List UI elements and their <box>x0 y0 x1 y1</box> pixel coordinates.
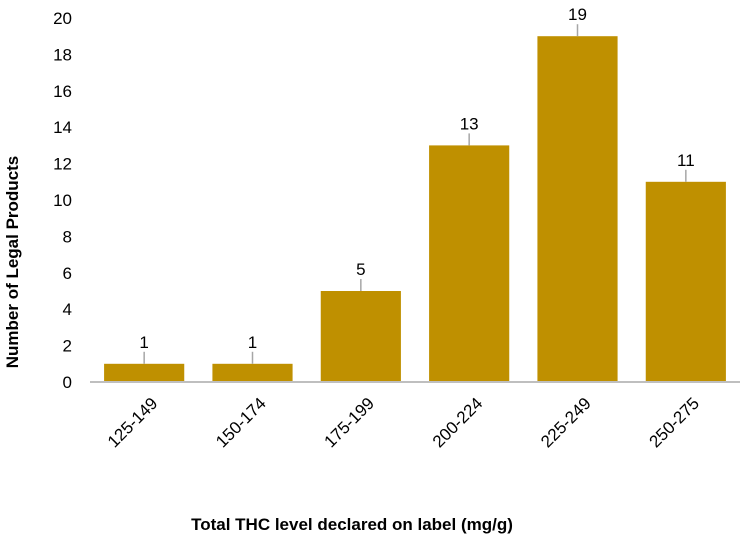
y-tick-label: 12 <box>53 155 72 174</box>
y-tick-label: 0 <box>63 373 72 392</box>
y-tick-label: 10 <box>53 191 72 210</box>
y-axis-title: Number of Legal Products <box>3 156 22 369</box>
bar <box>320 291 401 382</box>
y-tick-label: 18 <box>53 45 72 64</box>
data-label: 13 <box>460 114 479 133</box>
x-tick-label: 125-149 <box>104 394 162 452</box>
y-tick-label: 4 <box>63 300 72 319</box>
y-tick-label: 6 <box>63 264 72 283</box>
data-label: 5 <box>356 260 365 279</box>
y-tick-label: 2 <box>63 337 72 356</box>
y-tick-label: 16 <box>53 82 72 101</box>
y-tick-label: 14 <box>53 118 72 137</box>
x-tick-label: 200-224 <box>429 394 487 452</box>
bar <box>537 36 618 382</box>
data-label-leader-lines <box>143 24 687 364</box>
y-tick-label: 20 <box>53 9 72 28</box>
x-tick-label: 175-199 <box>321 394 379 452</box>
bar <box>645 181 726 382</box>
bar <box>429 145 510 382</box>
data-label: 11 <box>677 151 695 170</box>
x-tick-label: 150-174 <box>212 394 270 452</box>
x-axis-tick-labels: 125-149 150-174 175-199 200-224 225-249 250-2… <box>104 394 703 452</box>
data-label: 19 <box>568 5 587 24</box>
bars <box>104 36 726 382</box>
x-tick-label: 225-249 <box>537 394 595 452</box>
x-axis-title: Total THC level declared on label (mg/g) <box>191 515 513 534</box>
x-tick-label: 250-275 <box>646 394 704 452</box>
y-tick-label: 8 <box>63 227 72 246</box>
bar <box>212 363 293 382</box>
data-label: 1 <box>139 333 148 352</box>
bar <box>104 363 185 382</box>
y-axis-ticks: 0 2 4 6 8 10 12 14 16 18 20 <box>53 9 72 392</box>
data-label: 1 <box>248 333 257 352</box>
